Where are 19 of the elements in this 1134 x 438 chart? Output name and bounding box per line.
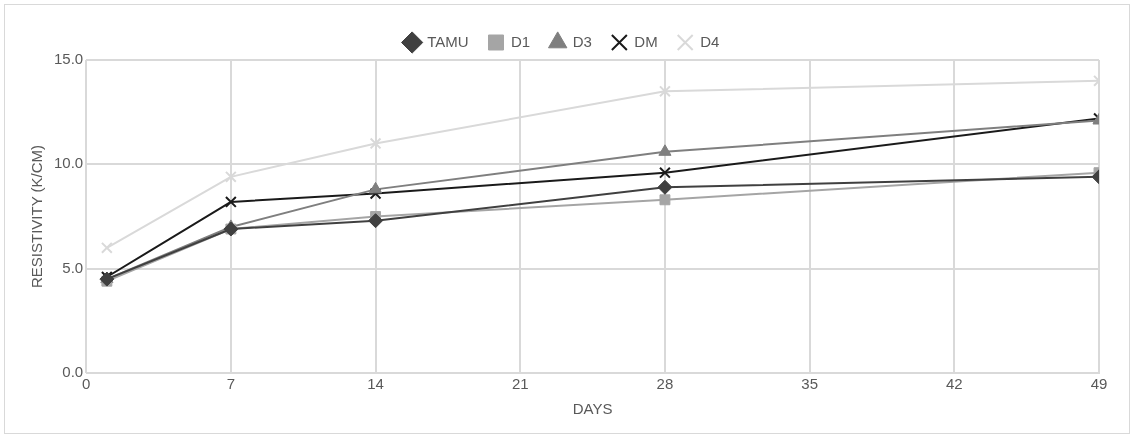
x-tick-label: 7 (226, 375, 236, 393)
x-axis-title: DAYS (572, 400, 613, 418)
y-tick-label: 15.0 (53, 50, 84, 68)
x-tick-label: 42 (945, 375, 963, 393)
legend-label: D3 (572, 32, 592, 50)
legend-label: DM (634, 32, 658, 50)
x-tick-label: 49 (1090, 375, 1108, 393)
y-tick-label: 10.0 (53, 154, 84, 172)
legend-label: TAMU (427, 32, 469, 50)
y-tick-label: 5.0 (62, 258, 84, 276)
x-tick-label: 21 (511, 375, 529, 393)
x-tick-label: 35 (801, 375, 818, 393)
x-tick-label: 14 (367, 375, 384, 393)
y-tick-label: 0.0 (62, 363, 84, 381)
legend-label: D4 (700, 32, 720, 50)
x-tick-label: 0 (82, 375, 91, 393)
x-tick-label: 28 (656, 375, 674, 393)
y-axis-title: RESISTIVITY (K/CM) (28, 144, 46, 289)
legend-label: D1 (511, 32, 531, 50)
